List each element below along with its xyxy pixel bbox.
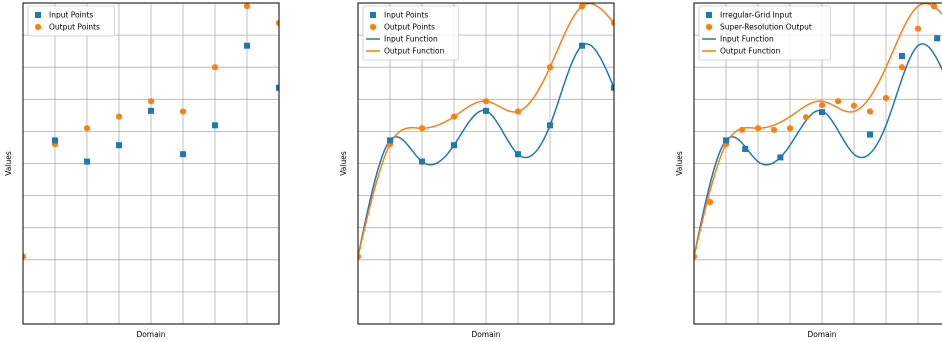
data-point-circle (754, 125, 762, 132)
data-point-square (419, 158, 425, 165)
data-point-square (723, 137, 729, 144)
data-point-square (276, 84, 279, 91)
legend-label: Input Points (49, 11, 93, 20)
data-point-square (777, 154, 784, 161)
data-point-square (483, 107, 489, 114)
data-point-circle (418, 125, 426, 132)
data-point-circle (706, 198, 714, 206)
data-point-square (579, 42, 585, 49)
data-point-square (52, 137, 58, 144)
data-point-circle (694, 253, 698, 260)
legend-box (698, 5, 831, 61)
data-point-square (244, 42, 250, 49)
data-point-circle (866, 108, 874, 115)
data-point-square (148, 107, 154, 114)
legend-label: Output Points (49, 23, 100, 32)
legend-label: Super-Resolution Output (720, 23, 812, 32)
data-point-circle (450, 113, 458, 120)
data-point-square (180, 151, 186, 158)
data-point-circle (546, 64, 554, 71)
data-point-square (742, 146, 749, 153)
legend: Input Points Output Points Input Function O… (362, 5, 459, 61)
legend-swatch-circle (705, 23, 713, 31)
legend-label: Input Function (384, 35, 438, 44)
data-point-circle (179, 108, 187, 115)
data-point-square (611, 84, 614, 91)
y-axis-label: Values (675, 151, 684, 176)
legend-label: Output Function (384, 47, 445, 56)
data-point-square (84, 158, 90, 165)
legend: Input Points Output Points (27, 5, 115, 37)
data-point-circle (818, 101, 826, 109)
data-point-square (867, 131, 873, 138)
plot-area (358, 3, 614, 260)
legend-box (27, 5, 115, 37)
y-axis-label: Values (339, 151, 348, 176)
legend-label: Output Points (384, 23, 435, 32)
series-line (694, 43, 942, 257)
data-point-square (387, 137, 393, 144)
data-point-square (515, 151, 521, 158)
grid (22, 2, 280, 325)
legend-swatch-square (35, 12, 41, 18)
data-point-circle (243, 3, 251, 10)
data-point-circle (578, 3, 586, 10)
y-axis-label: Values (4, 151, 13, 176)
data-point-circle (834, 98, 842, 105)
data-point-circle (898, 64, 906, 71)
legend-swatch-square (370, 12, 376, 18)
data-point-circle (738, 126, 746, 133)
data-point-circle (514, 108, 522, 115)
data-point-square (547, 122, 553, 129)
axes-frame (22, 2, 280, 325)
data-point-square (451, 142, 457, 149)
data-point-circle (482, 98, 490, 105)
x-axis-label: Domain (136, 330, 165, 339)
data-point-circle (850, 102, 858, 109)
data-point-circle (786, 125, 794, 132)
data-point-square (934, 35, 941, 42)
series-line (694, 3, 942, 257)
data-point-circle (211, 64, 219, 71)
data-point-circle (83, 125, 91, 132)
legend-swatch-square (706, 12, 712, 18)
legend-label: Input Function (720, 35, 774, 44)
data-point-square (899, 52, 905, 59)
data-point-circle (930, 3, 938, 10)
legend-label: Irregular-Grid Input (720, 11, 792, 20)
axes-frame (357, 2, 615, 325)
data-point-circle (802, 114, 810, 121)
legend-box (362, 5, 459, 61)
plot-area (23, 3, 279, 260)
data-point-circle (882, 94, 890, 102)
x-axis-label: Domain (807, 330, 836, 339)
data-point-square (212, 122, 218, 129)
data-point-square (116, 142, 122, 149)
plot-area (694, 3, 942, 260)
x-axis-label: Domain (471, 330, 500, 339)
data-point-circle (770, 126, 778, 133)
data-point-circle (23, 253, 27, 260)
chart-panel-3: Domain Values Irregular-Grid Input Super-Re… (675, 2, 942, 339)
data-point-circle (115, 113, 123, 120)
legend-swatch-circle (34, 23, 42, 31)
data-point-circle (147, 98, 155, 105)
legend-label: Output Function (720, 47, 781, 56)
legend-label: Input Points (384, 11, 428, 20)
data-point-circle (610, 19, 614, 27)
chart-panel-1: Domain Values Input Points Output Points (4, 2, 280, 339)
axes-frame (693, 2, 942, 325)
legend: Irregular-Grid Input Super-Resolution Out… (698, 5, 831, 61)
legend-swatch-circle (369, 23, 377, 31)
data-point-circle (358, 253, 362, 260)
data-point-square (819, 109, 825, 116)
data-point-circle (914, 25, 922, 32)
data-point-circle (275, 19, 279, 27)
